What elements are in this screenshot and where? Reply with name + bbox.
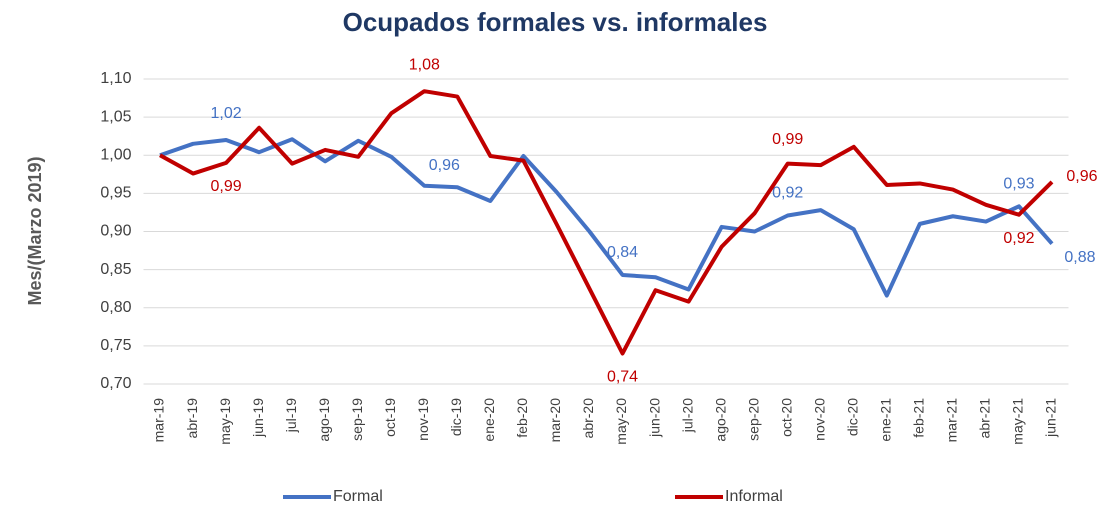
legend-label: Formal (333, 488, 383, 505)
data-label: 1,08 (409, 56, 440, 73)
x-tick-label: ene-21 (878, 398, 894, 442)
y-tick-label: 1,05 (100, 108, 131, 125)
data-label: 0,84 (607, 244, 638, 261)
x-tick-label: jul-20 (679, 398, 695, 433)
x-tick-label: nov-19 (415, 398, 431, 441)
series-line (159, 137, 1054, 298)
x-tick-label: mar-21 (944, 398, 960, 443)
data-label: 0,96 (429, 157, 460, 174)
y-tick-label: 0,95 (100, 185, 131, 202)
x-tick-label: oct-20 (778, 398, 794, 437)
y-tick-label: 1,00 (100, 146, 131, 163)
x-tick-label: jun-21 (1043, 398, 1059, 438)
y-tick-label: 0,75 (100, 337, 131, 354)
x-tick-label: nov-20 (811, 398, 827, 441)
data-label: 0,88 (1064, 249, 1095, 266)
data-label: 0,96 (1066, 168, 1097, 185)
x-tick-label: ene-20 (481, 398, 497, 442)
data-label: 0,99 (772, 131, 803, 148)
y-axis-title: Mes/(Marzo 2019) (25, 156, 45, 305)
x-tick-label: feb-21 (911, 398, 927, 438)
x-tick-label: ago-20 (712, 398, 728, 442)
y-tick-label: 0,80 (100, 299, 131, 316)
data-label: 0,92 (1003, 230, 1034, 247)
x-tick-label: may-20 (613, 398, 629, 445)
x-tick-label: oct-19 (382, 398, 398, 437)
x-tick-label: ago-19 (316, 398, 332, 442)
x-tick-label: dic-20 (844, 398, 860, 436)
data-label: 0,99 (211, 178, 242, 195)
x-tick-label: abr-21 (977, 398, 993, 439)
x-tick-label: may-21 (1010, 398, 1026, 445)
data-label: 0,74 (607, 369, 638, 386)
x-tick-label: jul-19 (283, 398, 299, 433)
y-tick-label: 1,10 (100, 70, 131, 87)
data-label: 1,02 (211, 105, 242, 122)
chart-title: Ocupados formales vs. informales (343, 7, 768, 37)
y-tick-label: 0,85 (100, 261, 131, 278)
x-tick-label: may-19 (217, 398, 233, 445)
x-tick-label: abr-20 (580, 398, 596, 439)
series-line (159, 89, 1054, 356)
x-tick-label: sep-19 (349, 398, 365, 441)
x-tick-label: jun-20 (646, 398, 662, 438)
x-tick-label: mar-19 (151, 398, 167, 443)
x-tick-label: mar-20 (547, 398, 563, 443)
x-tick-label: feb-20 (514, 398, 530, 438)
y-tick-label: 0,70 (100, 375, 131, 392)
x-tick-label: jun-19 (250, 398, 266, 438)
data-label: 0,92 (772, 185, 803, 202)
y-tick-label: 0,90 (100, 223, 131, 240)
x-tick-label: sep-20 (745, 398, 761, 441)
x-tick-label: abr-19 (184, 398, 200, 439)
data-label: 0,93 (1003, 176, 1034, 193)
x-tick-label: dic-19 (448, 398, 464, 436)
legend-label: Informal (725, 488, 783, 505)
